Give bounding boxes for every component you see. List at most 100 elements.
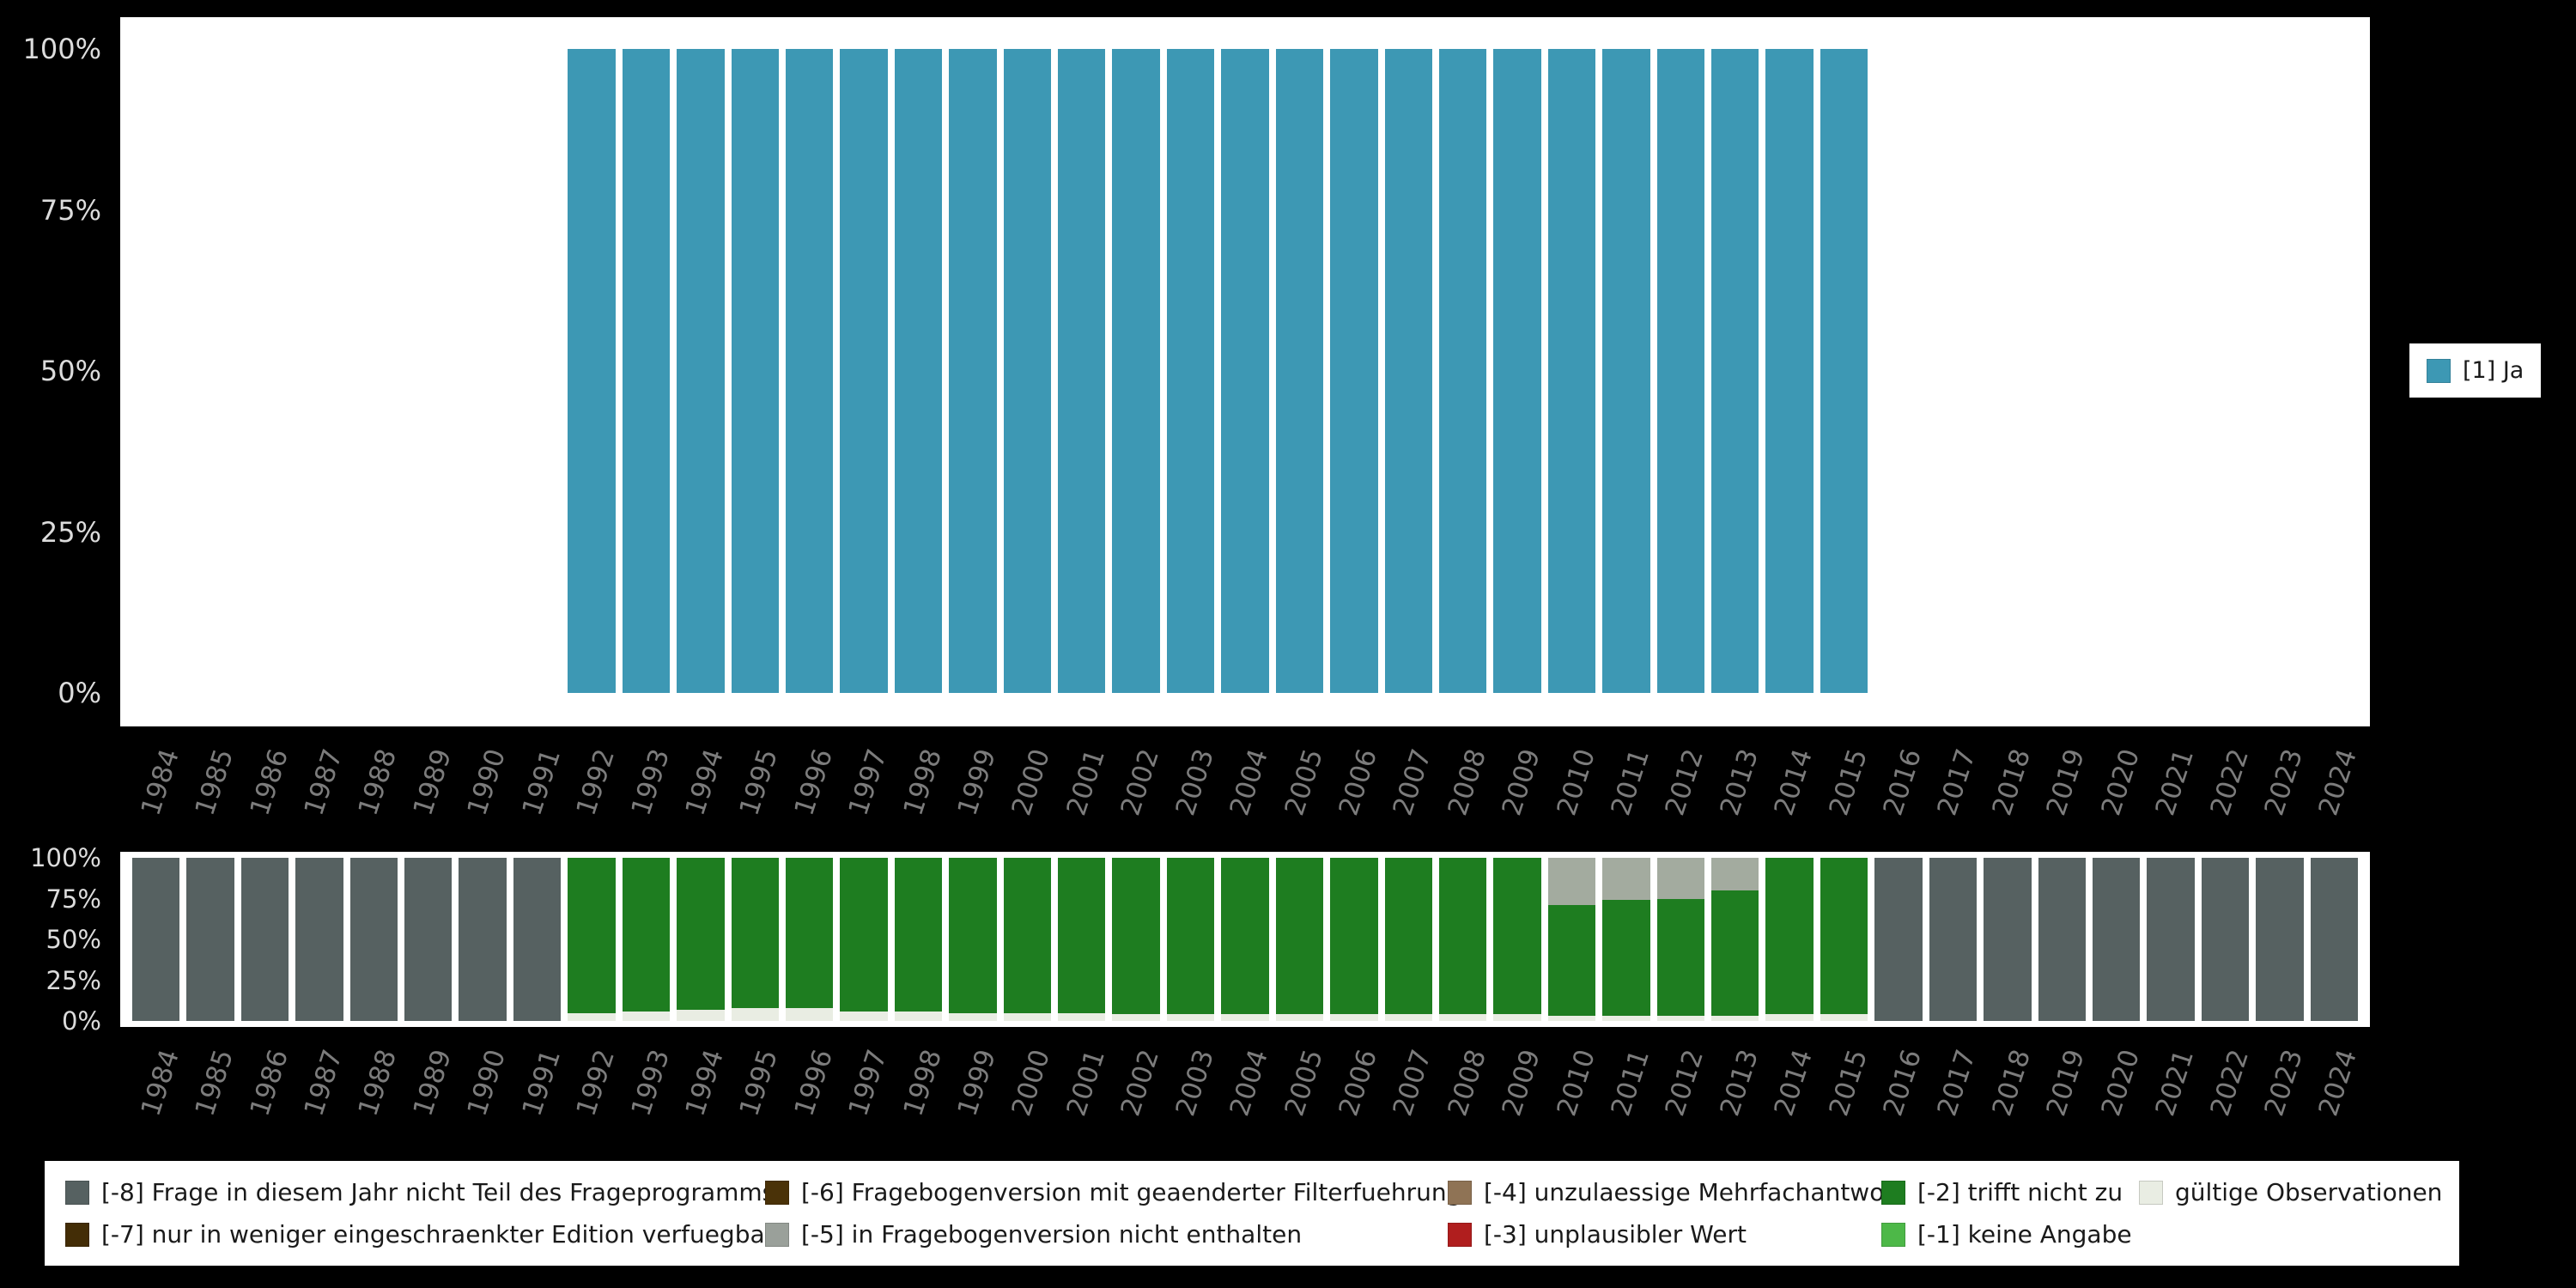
bar-2020-m8[interactable] [2092,858,2141,1021]
bar-2014-valid[interactable] [1765,1014,1814,1021]
bar-1994-valid[interactable] [677,1009,725,1021]
bar-2005-valid[interactable] [1275,1014,1324,1021]
bar-2010-valid[interactable] [1547,1016,1596,1021]
bar-1998-valid[interactable] [894,1011,943,1021]
bar-1986-m8[interactable] [240,858,289,1021]
bar-2017-m8[interactable] [1929,858,1978,1021]
bar-1987-m8[interactable] [295,858,343,1021]
bar-2010-ja[interactable] [1547,49,1596,693]
bar-1988-m8[interactable] [349,858,398,1021]
bar-2002-m2[interactable] [1112,858,1160,1015]
bar-1998-ja[interactable] [894,49,943,693]
bar-2023-m8[interactable] [2256,858,2304,1021]
bar-2015-ja[interactable] [1820,49,1868,693]
bar-1985-m8[interactable] [186,858,234,1021]
bar-2000-m2[interactable] [1003,858,1052,1013]
bar-2015-m2[interactable] [1820,858,1868,1015]
bar-1990-m8[interactable] [459,858,507,1021]
bar-1991-m8[interactable] [513,858,562,1021]
bar-2022-m8[interactable] [2201,858,2250,1021]
bar-1995-ja[interactable] [731,49,779,693]
bar-2006-valid[interactable] [1330,1014,1378,1021]
bar-1992-m2[interactable] [568,858,616,1013]
bar-2008-valid[interactable] [1438,1014,1487,1021]
bar-2009-m2[interactable] [1493,858,1541,1015]
bar-2012-valid[interactable] [1656,1016,1705,1021]
bar-2014-m2[interactable] [1765,858,1814,1015]
bar-1992-valid[interactable] [568,1012,616,1021]
bar-2007-m2[interactable] [1384,858,1432,1015]
bar-2024-m8[interactable] [2310,858,2358,1021]
bar-2021-m8[interactable] [2147,858,2195,1021]
bar-2010-m2[interactable] [1547,905,1596,1017]
bar-1989-m8[interactable] [404,858,453,1021]
bar-2001-valid[interactable] [1058,1012,1106,1021]
bar-2010-m5[interactable] [1547,858,1596,906]
bar-2014-ja[interactable] [1765,49,1814,693]
bar-1997-ja[interactable] [840,49,888,693]
bar-1993-ja[interactable] [622,49,671,693]
bar-2011-m2[interactable] [1602,900,1650,1017]
bar-2011-ja[interactable] [1602,49,1650,693]
bar-2008-m2[interactable] [1438,858,1487,1015]
bar-2006-m2[interactable] [1330,858,1378,1015]
bar-1996-valid[interactable] [785,1007,834,1021]
bar-1995-m2[interactable] [731,858,779,1008]
bar-1994-m2[interactable] [677,858,725,1010]
bar-2001-ja[interactable] [1058,49,1106,693]
bar-2012-ja[interactable] [1656,49,1705,693]
bar-1999-valid[interactable] [949,1012,997,1021]
bar-2004-valid[interactable] [1221,1014,1269,1021]
bar-1996-ja[interactable] [785,49,834,693]
bar-1984-m8[interactable] [132,858,180,1021]
bar-1996-m2[interactable] [785,858,834,1008]
bar-2002-ja[interactable] [1112,49,1160,693]
bar-2003-m2[interactable] [1166,858,1215,1015]
bar-2018-m8[interactable] [1984,858,2032,1021]
bar-2019-m8[interactable] [2038,858,2086,1021]
bar-2012-m2[interactable] [1656,898,1705,1017]
bar-2013-m2[interactable] [1711,890,1759,1017]
x-axis-tick-label: 2007 [1387,1046,1438,1121]
bar-1999-m2[interactable] [949,858,997,1013]
bar-1998-m2[interactable] [894,858,943,1012]
bar-2012-m5[interactable] [1656,858,1705,899]
bar-2013-m5[interactable] [1711,858,1759,890]
bar-1997-m2[interactable] [840,858,888,1012]
x-axis-tick-label: 2011 [1605,745,1656,820]
bar-1995-valid[interactable] [731,1007,779,1021]
bar-2005-ja[interactable] [1275,49,1324,693]
bar-2004-ja[interactable] [1221,49,1269,693]
bar-2000-ja[interactable] [1003,49,1052,693]
x-axis-tick-label: 2012 [1659,1046,1710,1121]
x-axis-tick-label: 1997 [842,1046,894,1121]
bar-1997-valid[interactable] [840,1011,888,1021]
bar-1993-valid[interactable] [622,1011,671,1021]
bar-2004-m2[interactable] [1221,858,1269,1015]
bar-2013-valid[interactable] [1711,1016,1759,1021]
bar-1993-m2[interactable] [622,858,671,1012]
bar-1999-ja[interactable] [949,49,997,693]
bar-2009-ja[interactable] [1493,49,1541,693]
bar-2011-valid[interactable] [1602,1016,1650,1021]
bar-2013-ja[interactable] [1711,49,1759,693]
legend-swatch [1881,1180,1905,1205]
bar-2003-valid[interactable] [1166,1014,1215,1021]
bar-2001-m2[interactable] [1058,858,1106,1013]
bar-1992-ja[interactable] [568,49,616,693]
bar-2006-ja[interactable] [1330,49,1378,693]
bar-2008-ja[interactable] [1438,49,1487,693]
bar-2009-valid[interactable] [1493,1014,1541,1021]
bar-2007-valid[interactable] [1384,1014,1432,1021]
bar-2011-m5[interactable] [1602,858,1650,901]
x-axis-tick-label: 1999 [951,745,1003,820]
bar-2015-valid[interactable] [1820,1014,1868,1021]
bar-2007-ja[interactable] [1384,49,1432,693]
bar-2002-valid[interactable] [1112,1014,1160,1021]
bar-2005-m2[interactable] [1275,858,1324,1015]
bar-2003-ja[interactable] [1166,49,1215,693]
bar-1994-ja[interactable] [677,49,725,693]
bar-2016-m8[interactable] [1874,858,1923,1021]
bar-2000-valid[interactable] [1003,1012,1052,1021]
